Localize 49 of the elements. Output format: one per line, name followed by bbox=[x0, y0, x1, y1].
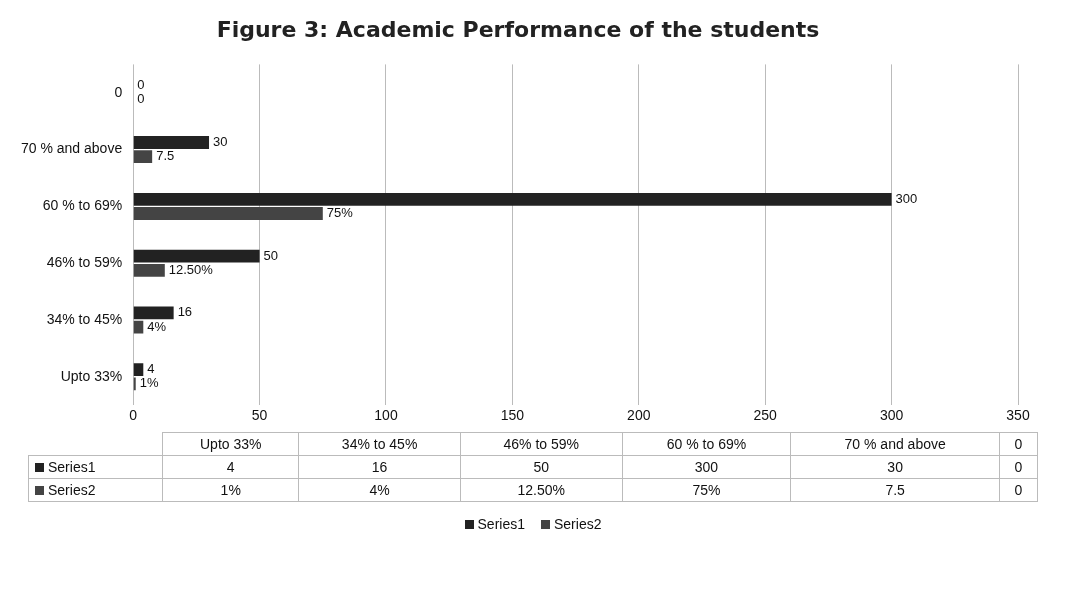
data-label: 12.50% bbox=[168, 261, 214, 277]
y-tick-label: 60 % to 69% bbox=[42, 197, 123, 214]
text: 16 bbox=[371, 459, 388, 475]
category-label: 0 bbox=[1014, 436, 1023, 452]
text: 30 bbox=[887, 459, 903, 475]
category-label: 46% to 59% bbox=[503, 436, 579, 452]
text: 7.5 bbox=[885, 482, 905, 498]
text: 75% bbox=[692, 482, 721, 498]
x-tick-label: 50 bbox=[251, 407, 268, 424]
data-label: 75% bbox=[326, 205, 354, 221]
legend-label: Series1 bbox=[28, 455, 163, 479]
text: 1% bbox=[220, 482, 241, 498]
x-tick-label: 300 bbox=[879, 407, 904, 424]
category-label: 60 % to 69% bbox=[666, 436, 747, 452]
category-label: 34% to 45% bbox=[341, 436, 418, 452]
data-label: 7.5 bbox=[156, 148, 175, 164]
data-label: 4 bbox=[147, 361, 155, 377]
category-label: 0 bbox=[1014, 459, 1023, 475]
text: 300 bbox=[694, 459, 719, 475]
text: Series1 bbox=[477, 516, 525, 532]
text: 50 bbox=[533, 459, 550, 475]
y-tick-label: 46% to 59% bbox=[46, 254, 123, 271]
x-tick-label: 350 bbox=[1006, 407, 1030, 424]
data-label: 0 bbox=[137, 91, 145, 107]
x-tick-label: 0 bbox=[129, 407, 138, 424]
x-tick-label: 250 bbox=[753, 407, 778, 424]
category-label: 0 bbox=[1014, 482, 1023, 498]
y-tick-label: 70 % and above bbox=[20, 140, 123, 157]
y-tick-label: Upto 33% bbox=[60, 367, 123, 384]
data-label: 30 bbox=[213, 134, 228, 150]
text: 4% bbox=[369, 482, 390, 498]
text: 12.50% bbox=[517, 482, 565, 498]
data-label: 50 bbox=[263, 247, 279, 263]
text: Series2 bbox=[554, 516, 602, 532]
data-label: 1% bbox=[139, 375, 159, 391]
y-tick-label: 0 bbox=[114, 83, 123, 100]
data-label: 16 bbox=[177, 304, 193, 320]
text: 4 bbox=[226, 459, 235, 475]
category-label: 70 % and above bbox=[844, 436, 946, 452]
data-label: 0 bbox=[137, 77, 145, 93]
legend-label: Series2 bbox=[28, 478, 163, 502]
category-label: Upto 33% bbox=[199, 436, 262, 452]
x-tick-label: 150 bbox=[500, 407, 525, 424]
x-tick-label: 200 bbox=[627, 407, 651, 424]
data-label: 300 bbox=[895, 190, 918, 206]
chart-title: Figure 3: Academic Performance of the students bbox=[216, 16, 820, 42]
x-tick-label: 100 bbox=[374, 407, 398, 424]
data-label: 4% bbox=[147, 318, 167, 334]
y-tick-label: 34% to 45% bbox=[46, 310, 123, 327]
